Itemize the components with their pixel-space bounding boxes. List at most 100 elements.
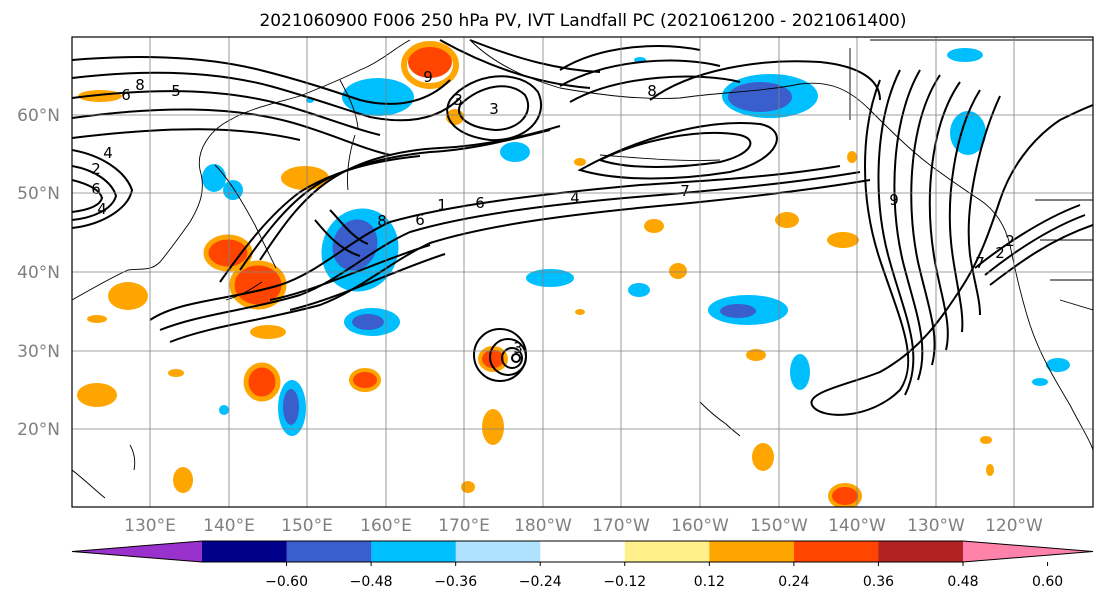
pv-contour <box>559 45 741 103</box>
pv-contour <box>239 129 551 271</box>
pv-contour <box>910 74 941 366</box>
colorbar-segment <box>878 541 964 562</box>
pv-contour <box>72 165 118 221</box>
ivt-positive-area <box>575 309 585 315</box>
ivt-negative-area <box>342 78 414 116</box>
contour-label: 7 <box>680 182 690 200</box>
pv-contour <box>72 71 461 122</box>
ivt-positive-area <box>669 263 687 279</box>
colorbar-tick-label: 0.24 <box>778 574 809 590</box>
pv-contour <box>72 179 104 213</box>
coastline-asia <box>72 39 411 301</box>
pv-contour <box>501 347 524 369</box>
ivt-positive-area <box>203 234 253 272</box>
contour-label: 7 <box>975 254 985 272</box>
contour-label: 3 <box>513 339 523 357</box>
lat-labels: 60°N 50°N 40°N 30°N 20°N <box>17 106 60 440</box>
colorbar-tick-label: −0.12 <box>603 574 646 590</box>
lon-labels: 130°E 140°E 150°E 160°E 170°E 180°W 170°… <box>124 516 1043 536</box>
lat-label: 20°N <box>17 420 60 440</box>
pv-contour <box>649 60 881 101</box>
contour-label: 2 <box>995 244 1005 262</box>
ivt-positive-area <box>828 483 862 507</box>
lat-label: 30°N <box>17 342 60 362</box>
pv-contour <box>159 171 861 331</box>
ivt-negative-area <box>500 142 530 162</box>
pv-contour <box>72 128 301 141</box>
colorbar-tick-label: 0.36 <box>863 574 894 590</box>
coastline-philippines <box>72 444 136 499</box>
ivt-positive-area <box>250 325 286 339</box>
coastline-aleutians <box>599 154 721 161</box>
lon-label: 140°W <box>828 516 886 536</box>
ivt-negative-area <box>790 354 810 390</box>
contour-label: 6 <box>415 211 425 229</box>
ivt-positive-area <box>644 219 664 233</box>
colorbar-segment <box>371 541 457 562</box>
ivt-positive-area <box>87 315 107 323</box>
pv-contour <box>149 165 841 321</box>
ivt-negative-area <box>352 314 384 330</box>
ivt-negative-area <box>526 269 574 287</box>
ivt-positive-area <box>986 464 994 476</box>
colorbar-extend-high <box>963 541 1093 562</box>
pv-contour <box>314 209 369 257</box>
pv-contour <box>511 353 522 363</box>
pv-contour <box>72 108 391 156</box>
ivt-positive-area <box>775 212 799 228</box>
contour-label: 6 <box>475 194 485 212</box>
pv-contour <box>928 81 961 351</box>
ivt-positive-area <box>980 436 992 444</box>
ivt-positive-area <box>461 481 475 493</box>
colorbar-segment <box>624 541 710 562</box>
ivt-negative-area <box>219 405 229 415</box>
lon-label: 150°E <box>281 516 333 536</box>
pv-contour <box>577 122 778 180</box>
colorbar-segment <box>455 541 541 562</box>
contour-label: 4 <box>570 189 580 207</box>
pv-contour <box>810 79 1093 416</box>
lat-label: 60°N <box>17 106 60 126</box>
pv-contour <box>974 204 1093 286</box>
lon-label: 170°W <box>592 516 650 536</box>
pv-contour <box>439 39 601 89</box>
ivt-positive-area <box>746 349 766 361</box>
ivt-negative-area <box>1046 358 1070 372</box>
colorbar-tick-label: −0.60 <box>265 574 308 590</box>
contour-label: 2 <box>1005 232 1015 250</box>
contour-label: 3 <box>489 100 499 118</box>
gridlines <box>72 37 1093 507</box>
ivt-negative-area <box>1032 378 1048 386</box>
lon-label: 130°W <box>907 516 965 536</box>
ivt-positive-area <box>827 232 859 248</box>
pv-contour <box>967 95 1001 316</box>
country-borders <box>849 39 1093 311</box>
ivt-negative-area <box>728 82 792 112</box>
ivt-negative-area <box>628 283 650 297</box>
ivt-positive-area <box>408 46 452 78</box>
pv-contour <box>458 85 530 132</box>
contour-label: 8 <box>377 212 387 230</box>
lat-label: 50°N <box>17 184 60 204</box>
pv-contour <box>893 69 924 381</box>
pv-contour <box>446 75 542 142</box>
lon-label: 180°W <box>514 516 572 536</box>
colorbar-tick-label: 0.48 <box>947 574 978 590</box>
pv-contour <box>597 132 752 168</box>
figure-title: 2021060900 F006 250 hPa PV, IVT Landfall… <box>259 11 906 31</box>
contour-label: 9 <box>423 68 433 86</box>
pv-contour <box>877 69 915 396</box>
contour-label: 1 <box>437 196 447 214</box>
ivt-positive-area <box>401 41 459 89</box>
ivt-positive-area <box>168 369 184 377</box>
colorbar-segment <box>793 541 879 562</box>
lon-label: 140°E <box>203 516 255 536</box>
pv-contour <box>72 90 381 136</box>
lon-label: 120°W <box>985 516 1043 536</box>
contour-label: 8 <box>135 76 145 94</box>
colorbar-tick-label: 0.12 <box>694 574 725 590</box>
contour-label: 2 <box>91 160 101 178</box>
ivt-positive-area <box>243 362 281 402</box>
